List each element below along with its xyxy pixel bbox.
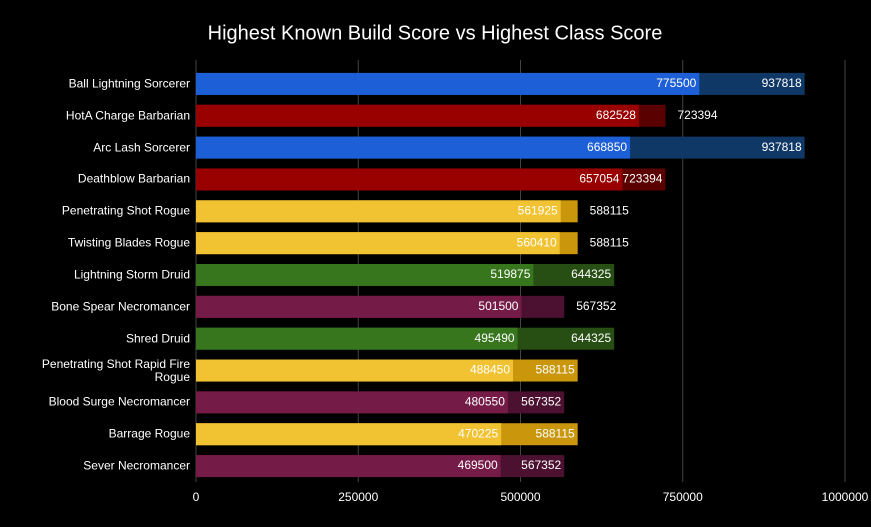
build-bar: [196, 327, 518, 350]
build-label: 561925: [518, 203, 558, 217]
class-label: 937818: [762, 76, 802, 90]
build-label: 519875: [490, 267, 530, 281]
build-bar: [196, 168, 623, 191]
build-bar: [196, 232, 560, 255]
class-label: 723394: [622, 172, 662, 186]
build-label: 495490: [475, 331, 515, 345]
build-bar: [196, 295, 522, 318]
class-label: 937818: [762, 140, 802, 154]
build-bar: [196, 264, 534, 286]
x-tick-label: 1000000: [822, 490, 869, 504]
y-tick-label: HotA Charge Barbarian: [65, 108, 190, 123]
y-tick-label: Blood Surge Necromancer: [48, 394, 190, 409]
y-tick-label: Penetrating Shot Rapid Fire Rogue: [41, 356, 190, 384]
x-tick-label: 0: [193, 490, 200, 504]
y-tick-label: Arc Lash Sorcerer: [93, 140, 190, 155]
chart-title: Highest Known Build Score vs Highest Cla…: [208, 22, 663, 44]
build-label: 657054: [579, 172, 619, 186]
class-label: 567352: [521, 395, 561, 409]
y-tick-label: Penetrating Shot Rogue: [61, 203, 190, 218]
x-tick-label: 750000: [663, 490, 703, 504]
y-tick-label: Deathblow Barbarian: [77, 171, 190, 186]
x-tick-label: 500000: [500, 490, 540, 504]
build-bar: [196, 391, 508, 414]
class-label: 588115: [590, 203, 629, 217]
build-label: 775500: [656, 76, 696, 90]
build-bar: [196, 423, 502, 446]
y-tick-label: Ball Lightning Sorcerer: [68, 76, 190, 91]
y-tick-label: Bone Spear Necromancer: [51, 299, 190, 314]
class-label: 567352: [521, 458, 561, 472]
build-label: 480550: [465, 395, 505, 409]
class-label: 588115: [590, 235, 629, 249]
class-label: 644325: [571, 331, 611, 345]
build-label: 668850: [587, 140, 627, 154]
build-bar: [196, 136, 631, 159]
y-tick-label: Barrage Rogue: [108, 426, 190, 441]
build-bar: [196, 455, 501, 478]
x-tick-label: 250000: [338, 490, 378, 504]
class-label: 644325: [571, 267, 611, 281]
class-label: 567352: [576, 299, 616, 313]
y-tick-label: Lightning Storm Druid: [73, 267, 190, 282]
build-label: 469500: [458, 458, 498, 472]
class-label: 723394: [677, 108, 717, 122]
build-label: 470225: [458, 426, 498, 440]
class-label: 588115: [536, 426, 575, 440]
y-tick-label: Sever Necromancer: [83, 458, 190, 473]
build-label: 682528: [596, 108, 636, 122]
build-label: 560410: [517, 235, 557, 249]
build-label: 501500: [478, 299, 518, 313]
build-bar: [196, 359, 514, 382]
build-bar: [196, 72, 700, 95]
build-bar: [196, 104, 639, 127]
class-label: 588115: [536, 363, 575, 377]
build-label: 488450: [470, 363, 510, 377]
build-bar: [196, 200, 561, 223]
y-tick-label: Twisting Blades Rogue: [67, 235, 190, 250]
y-tick-label: Shred Druid: [125, 331, 190, 346]
